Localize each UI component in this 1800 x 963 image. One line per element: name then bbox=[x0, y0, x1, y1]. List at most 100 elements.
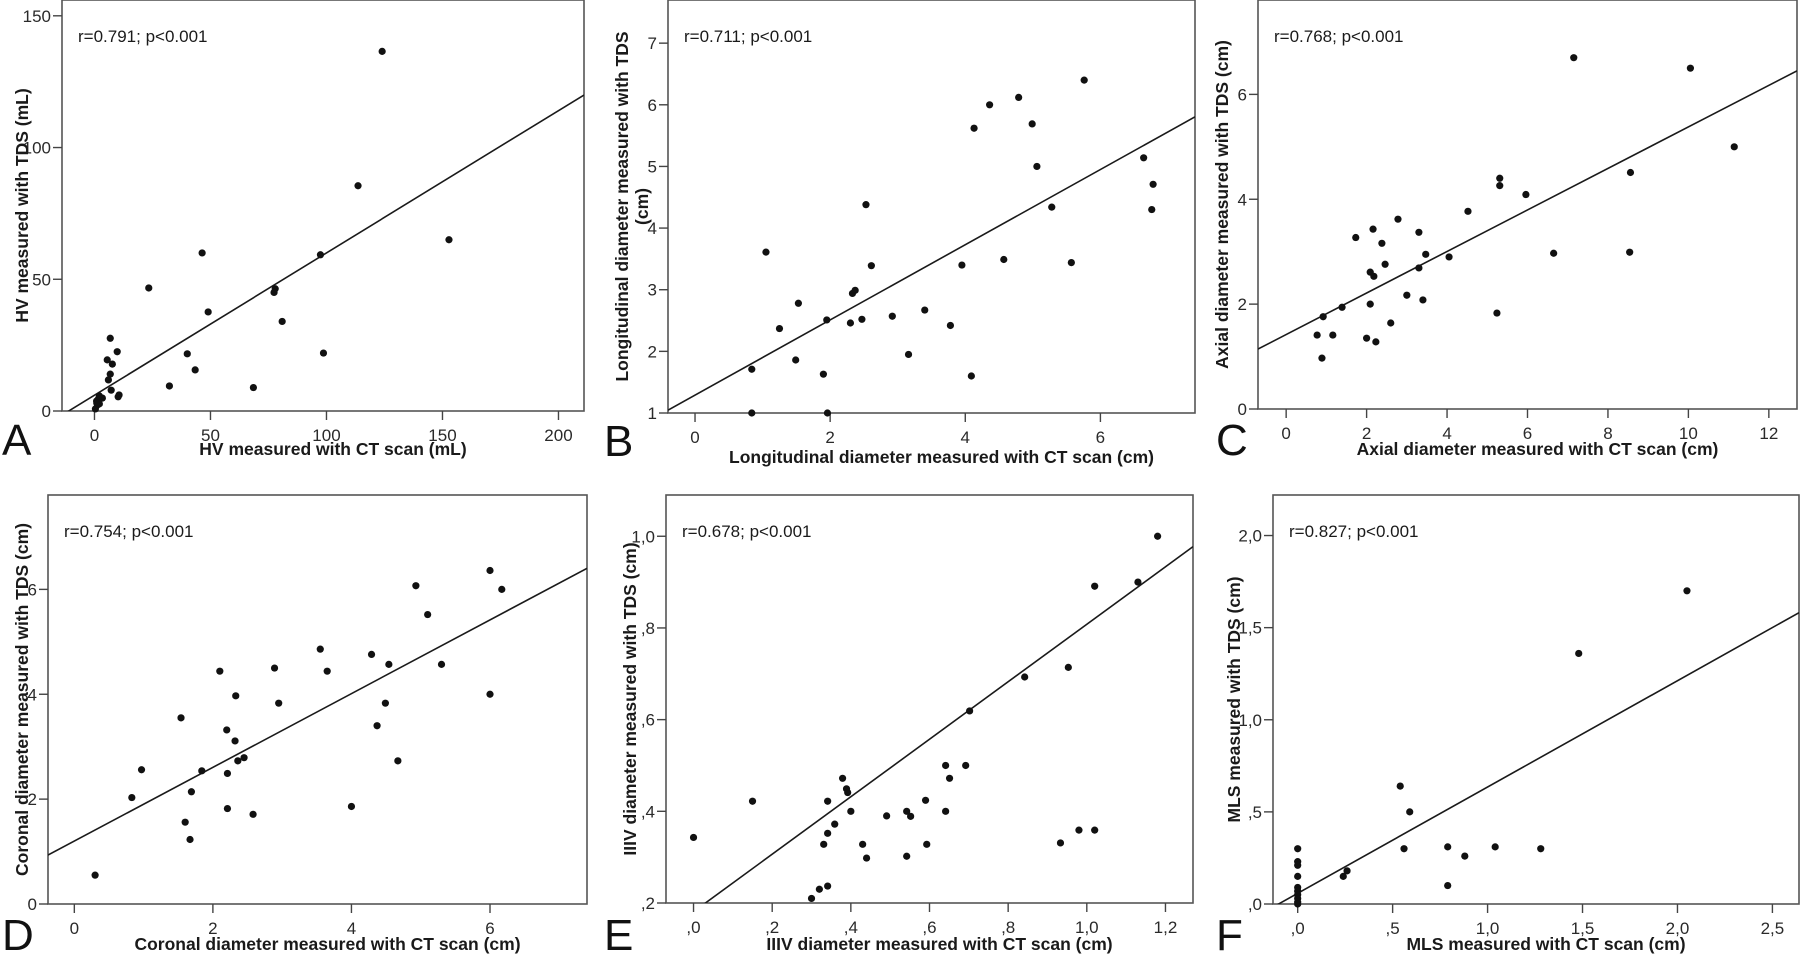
data-point bbox=[815, 885, 823, 893]
x-tick-label: 0 bbox=[1281, 424, 1290, 443]
x-tick-label: ,4 bbox=[844, 918, 858, 937]
x-tick-label: 4 bbox=[1442, 424, 1451, 443]
y-tick-label: 3 bbox=[648, 281, 657, 300]
data-point bbox=[137, 766, 146, 774]
data-point bbox=[858, 315, 866, 323]
x-axis-title: Coronal diameter measured with CT scan (… bbox=[134, 934, 520, 954]
x-tick-label: 10 bbox=[1679, 424, 1698, 443]
data-point bbox=[1496, 182, 1504, 190]
data-point bbox=[820, 840, 828, 848]
y-tick-label: 2 bbox=[1238, 295, 1247, 314]
data-point bbox=[1343, 867, 1351, 875]
data-point bbox=[1378, 239, 1386, 247]
correlation-annotation: r=0.791; p<0.001 bbox=[78, 27, 208, 46]
x-tick-label: 2,5 bbox=[1761, 919, 1785, 938]
data-point bbox=[1575, 649, 1583, 658]
data-point bbox=[187, 788, 196, 796]
data-point bbox=[354, 182, 362, 190]
x-tick-label: 1,0 bbox=[1476, 919, 1500, 938]
data-point bbox=[1372, 338, 1380, 346]
panel-letter: F bbox=[1216, 911, 1243, 960]
data-point bbox=[198, 767, 206, 775]
y-axis-title: HV measured with TDS (mL) bbox=[12, 88, 32, 322]
data-point bbox=[114, 393, 122, 401]
y-tick-label: 0 bbox=[28, 895, 37, 914]
x-axis-title: MLS measured with CT scan (cm) bbox=[1406, 934, 1685, 954]
data-point bbox=[921, 306, 929, 314]
x-tick-label: 4 bbox=[961, 428, 970, 447]
panel-e: ,0 ,2 ,4 ,6 ,8 1,0 1,2 ,2 ,4 ,6 ,8 1,0 r=0.678; p<0.… bbox=[604, 494, 1194, 960]
y-tick-label: 1,0 bbox=[1238, 711, 1262, 730]
regression-line bbox=[48, 567, 587, 856]
data-point bbox=[1319, 313, 1327, 321]
panel-letter: D bbox=[2, 911, 34, 960]
y-tick-label: ,2 bbox=[641, 894, 655, 913]
correlation-annotation: r=0.711; p<0.001 bbox=[684, 27, 812, 46]
y-tick-label: 100 bbox=[23, 139, 51, 158]
x-tick-label: ,8 bbox=[1001, 918, 1015, 937]
plot-frame bbox=[47, 494, 588, 905]
data-point bbox=[824, 882, 832, 890]
panel-letter: B bbox=[604, 417, 633, 466]
data-point bbox=[316, 645, 324, 653]
data-point bbox=[1294, 845, 1302, 853]
data-point bbox=[1445, 253, 1453, 261]
plot-frame bbox=[665, 494, 1194, 904]
data-point bbox=[792, 356, 800, 364]
data-point bbox=[1550, 249, 1558, 257]
panel-c: 0 2 4 6 8 10 12 0 2 4 6 r=0.768; p<0.001 Axial diame… bbox=[1212, 0, 1798, 465]
data-point bbox=[1491, 843, 1499, 851]
y-tick-label: ,6 bbox=[641, 711, 655, 730]
data-point bbox=[1394, 215, 1402, 223]
x-axis-title: Longitudinal diameter measured with CT s… bbox=[729, 447, 1154, 467]
data-point bbox=[862, 854, 871, 862]
data-point bbox=[1387, 319, 1395, 327]
data-point bbox=[249, 383, 257, 392]
x-tick-label: 150 bbox=[428, 426, 456, 445]
data-point bbox=[394, 757, 402, 765]
x-tick-label: 2,0 bbox=[1666, 919, 1690, 938]
data-point bbox=[1028, 120, 1036, 128]
data-point bbox=[234, 757, 242, 765]
y-tick-label: 1,5 bbox=[1238, 619, 1262, 638]
data-point bbox=[921, 796, 930, 804]
panel-f: ,0 ,5 1,0 1,5 2,0 2,5 ,0 ,5 1,0 1,5 2,0 r=0.827; p<… bbox=[1216, 494, 1800, 960]
data-point bbox=[1626, 248, 1634, 256]
y-tick-label: 0 bbox=[1238, 400, 1247, 419]
y-axis-title: Axial diameter measured with TDS (cm) bbox=[1212, 40, 1232, 369]
data-point bbox=[1461, 852, 1469, 860]
data-point bbox=[486, 690, 494, 698]
data-point bbox=[378, 47, 386, 55]
y-tick-label: ,0 bbox=[1248, 895, 1262, 914]
data-point bbox=[1419, 296, 1427, 304]
x-tick-label: 50 bbox=[201, 426, 220, 445]
data-point bbox=[1422, 250, 1430, 258]
data-point bbox=[1149, 180, 1157, 188]
y-tick-label: 1 bbox=[648, 404, 657, 423]
data-point bbox=[1080, 76, 1088, 84]
data-point bbox=[270, 288, 278, 297]
data-point bbox=[275, 699, 283, 707]
data-point bbox=[775, 324, 784, 333]
regression-line bbox=[1258, 70, 1797, 350]
y-tick-label: 2 bbox=[648, 342, 657, 361]
data-point bbox=[967, 372, 975, 380]
y-tick-label: 5 bbox=[648, 157, 657, 176]
y-tick-label: 7 bbox=[648, 34, 657, 53]
y-axis-title: Longitudinal diameter measured with TDS bbox=[612, 31, 632, 381]
data-point bbox=[198, 249, 206, 257]
data-point bbox=[323, 667, 331, 675]
y-tick-label: 6 bbox=[648, 96, 657, 115]
data-point bbox=[1067, 258, 1075, 267]
data-point bbox=[794, 299, 802, 307]
data-point bbox=[823, 409, 832, 417]
data-point bbox=[923, 840, 931, 848]
data-point bbox=[1626, 168, 1635, 177]
y-tick-label: 4 bbox=[1238, 190, 1247, 209]
data-point bbox=[1000, 255, 1008, 264]
data-point bbox=[231, 737, 239, 745]
data-point bbox=[762, 248, 770, 256]
data-point bbox=[844, 788, 852, 797]
data-point bbox=[1075, 826, 1083, 834]
data-point bbox=[1496, 174, 1504, 182]
